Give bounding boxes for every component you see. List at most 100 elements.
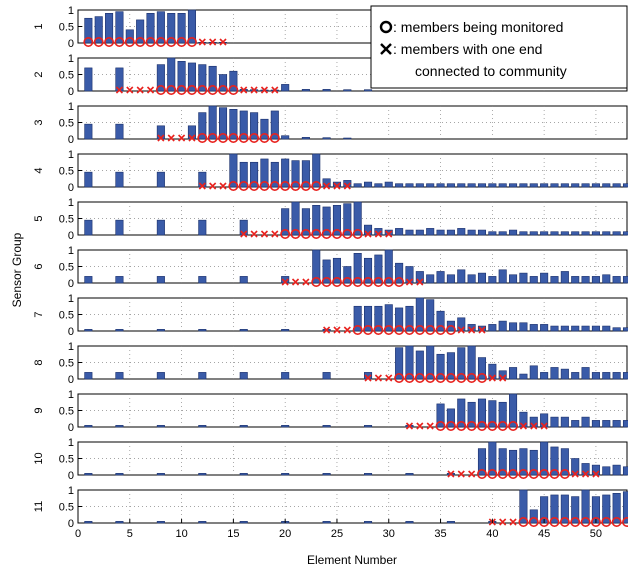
bar (519, 411, 528, 428)
bar (281, 329, 290, 332)
monitored-marker (622, 517, 628, 527)
bar (457, 269, 466, 284)
bar (301, 160, 310, 188)
bar (591, 372, 600, 380)
legend-box (370, 5, 628, 89)
y-tick-label: 0.5 (59, 22, 74, 34)
bar (177, 60, 186, 92)
connected-marker (416, 422, 424, 430)
monitored-marker (456, 420, 467, 431)
group-label: 6 (33, 263, 45, 269)
group-label: 2 (33, 71, 45, 77)
bar (405, 521, 414, 524)
y-axis-label: Sensor Group (10, 232, 24, 307)
bar (488, 276, 497, 284)
y-tick-label: 0 (68, 518, 74, 530)
bar (322, 425, 331, 428)
connected-marker (198, 182, 206, 190)
bar (509, 183, 518, 188)
bar (239, 219, 248, 236)
bar (571, 372, 580, 380)
bar (260, 118, 269, 140)
bar (581, 416, 590, 428)
bar (591, 420, 600, 428)
bar (498, 269, 507, 284)
monitored-marker (269, 133, 280, 144)
y-tick-label: 0.5 (59, 166, 74, 178)
bar (529, 276, 538, 284)
monitored-marker (404, 372, 415, 383)
bar (612, 276, 621, 284)
bar (332, 205, 341, 236)
connected-marker (405, 278, 414, 286)
x-tick-label: 50 (590, 528, 602, 540)
group-label: 10 (33, 452, 45, 464)
bar (488, 400, 497, 428)
bar (488, 363, 497, 380)
bar (426, 274, 435, 284)
bar (115, 473, 124, 476)
bar (281, 158, 290, 188)
monitored-marker (476, 468, 487, 479)
bar (446, 229, 455, 236)
connected-marker (416, 278, 424, 286)
connected-marker (540, 422, 548, 430)
monitored-marker (249, 181, 260, 192)
monitored-marker (290, 229, 301, 240)
bar (322, 473, 331, 476)
monitored-marker (373, 276, 384, 287)
panel-8: 0 0.5 1 8 (33, 341, 628, 386)
bar (364, 521, 373, 524)
bar (343, 266, 352, 284)
bar (529, 449, 538, 476)
bar (477, 357, 487, 380)
bar (571, 231, 580, 236)
y-tick-label: 1 (68, 437, 74, 449)
bar (509, 393, 518, 428)
panel-2: 0 0.5 1 2 (33, 53, 628, 98)
monitored-marker (155, 36, 166, 47)
y-tick-label: 0 (68, 134, 74, 146)
connected-marker (178, 134, 186, 142)
monitored-marker (466, 372, 477, 383)
monitored-marker (280, 229, 291, 240)
monitored-marker (124, 36, 135, 47)
monitored-marker (601, 516, 612, 527)
bar (591, 183, 600, 188)
bar (281, 208, 290, 236)
bar (550, 446, 559, 476)
y-tick-label: 1 (68, 389, 74, 401)
bar (105, 13, 114, 44)
bar (560, 448, 569, 476)
monitored-marker (176, 85, 187, 96)
monitored-marker (238, 133, 249, 144)
bar (405, 229, 414, 236)
bar (622, 420, 628, 428)
y-tick-label: 0.5 (59, 70, 74, 82)
monitored-marker (331, 276, 342, 287)
monitored-marker (394, 276, 405, 287)
monitored-marker (518, 516, 529, 527)
panel-1: 0 0.5 1 1 (33, 5, 628, 50)
bar (477, 229, 487, 236)
bar (509, 449, 518, 476)
y-tick-label: 1 (68, 245, 74, 257)
monitored-marker (259, 181, 270, 192)
x-tick-label: 10 (175, 528, 187, 540)
y-tick-label: 0 (68, 230, 74, 242)
bar (446, 408, 455, 428)
bar (250, 161, 259, 188)
bar (322, 521, 331, 524)
connected-marker (136, 86, 144, 94)
y-tick-label: 0 (68, 278, 74, 290)
legend-circle-label: : members being monitored (393, 19, 563, 35)
bar (550, 231, 559, 236)
bar (198, 521, 207, 524)
bar (353, 305, 362, 332)
bar (208, 65, 217, 92)
bar (198, 112, 207, 140)
bar (519, 489, 528, 524)
bar (415, 183, 424, 188)
connected-marker (250, 230, 258, 238)
bar (612, 464, 621, 476)
